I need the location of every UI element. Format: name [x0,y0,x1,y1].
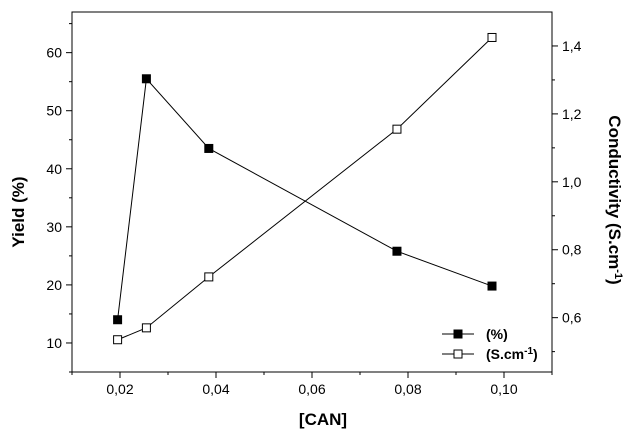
y-axis-right-title-close: ) [605,279,624,285]
legend-label-conductivity-sup: -1 [524,346,533,357]
y-axis-right-title-sup: -1 [612,269,624,279]
legend-marker-conductivity [453,349,463,359]
y-right-tick-label: 0,6 [562,310,582,326]
x-tick-label: 0,08 [394,381,421,397]
data-point-yield [392,246,402,256]
data-point-conductivity [487,32,497,42]
y-left-tick-label: 40 [46,161,62,177]
plot-frame-rect [71,11,553,373]
series-markers [113,32,497,345]
legend-label-conductivity-close: ) [533,346,538,362]
axis-ticks [66,23,558,378]
x-tick-label: 0,02 [106,381,133,397]
plot-frame [71,11,553,373]
y-right-tick-label: 1,2 [562,106,582,122]
y-axis-right-title-main: Conductivity (S.cm [605,115,624,269]
legend-label-yield: (%) [486,326,508,342]
tick-labels: 0,02 0,04 0,06 0,08 0,10 10 20 30 40 50 60 0,6 0,8 1,… [46,38,581,397]
y-left-tick-label: 10 [46,335,62,351]
y-left-tick-label: 50 [46,103,62,119]
y-right-tick-label: 1,0 [562,174,582,190]
y-left-tick-label: 60 [46,45,62,61]
y-axis-left-title: Yield (%) [9,176,28,247]
data-point-conductivity [141,323,151,333]
data-point-yield [204,143,214,153]
data-point-conductivity [392,124,402,134]
legend-label-conductivity: (S.cm-1) [486,346,538,362]
data-point-yield [487,281,497,291]
data-point-conductivity [113,335,123,345]
legend: (%) (S.cm-1) [442,326,538,362]
series-line-conductivity [117,37,493,341]
x-tick-label: 0,06 [298,381,325,397]
data-point-yield [141,74,151,84]
y-left-tick-label: 20 [46,277,62,293]
y-right-tick-label: 1,4 [562,38,582,54]
y-left-tick-label: 30 [46,219,62,235]
legend-marker-yield [453,329,463,339]
series-lines [117,37,493,341]
x-tick-label: 0,04 [202,381,229,397]
legend-label-conductivity-main: (S.cm [486,346,524,362]
y-axis-right-title: Conductivity (S.cm-1) [605,115,624,284]
x-axis-title: [CAN] [299,410,347,429]
series-line-yield [117,77,493,320]
y-right-tick-label: 0,8 [562,242,582,258]
x-tick-label: 0,10 [490,381,517,397]
data-point-conductivity [204,272,214,282]
data-point-yield [113,315,123,325]
